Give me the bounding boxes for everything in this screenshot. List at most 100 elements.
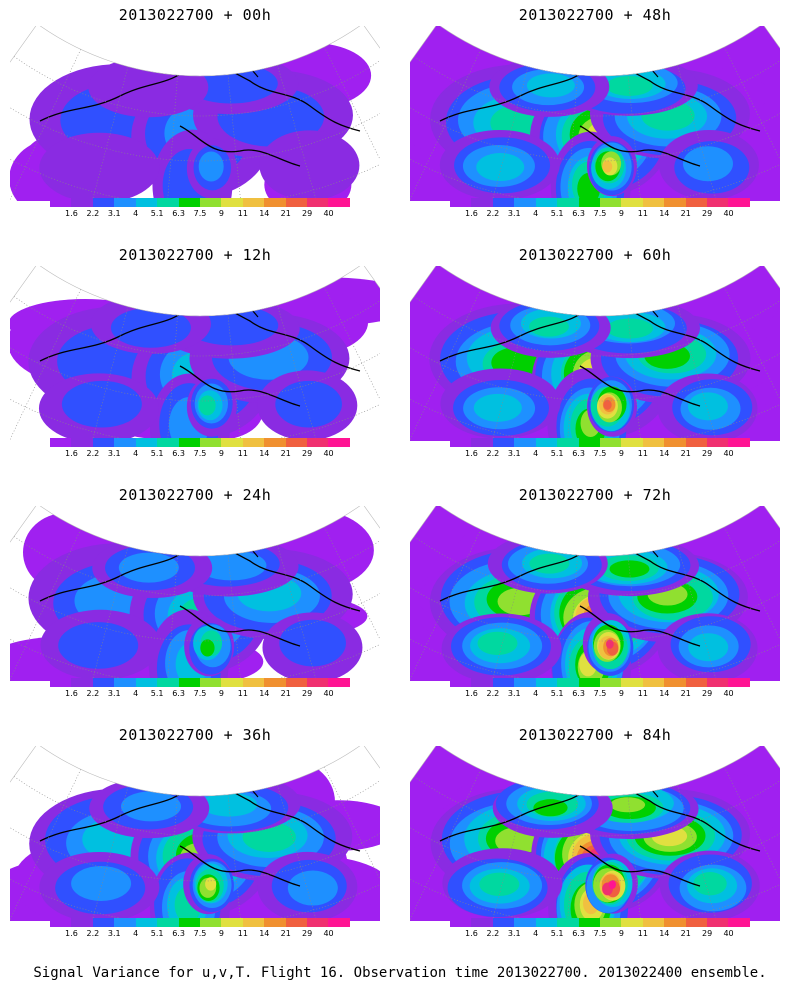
variance-contour [88,57,209,118]
colorbar-label: 1.6 [65,689,78,698]
colorbar-label: 21 [680,929,691,938]
colorbar-swatch [285,918,308,927]
colorbar: 1.6 2.2 3.1 4 5.1 6.3 7.5 9 11 14 21 29 40 [50,918,350,948]
variance-map [410,506,780,681]
field-layer [410,266,780,441]
colorbar-label: 29 [702,929,713,938]
colorbar-label: 7.5 [193,689,207,698]
variance-contour [610,797,646,813]
colorbar: 1.6 2.2 3.1 4 5.1 6.3 7.5 9 11 14 21 29 40 [50,198,350,228]
variance-contour [533,799,568,817]
colorbar-swatch [578,918,600,927]
colorbar-label: 1.6 [465,929,478,938]
colorbar-label: 4 [133,209,139,218]
colorbar-swatch [242,678,265,687]
panel-title: 2013022700 + 00h [118,6,272,24]
colorbar-label: 29 [702,449,713,458]
variance-contour [259,130,360,201]
forecast-panel: 2013022700 + 24h 1.6 2.2 3.1 4 5.1 6.3 7.5 9 11 14… [0,480,390,718]
colorbar-label: 6.3 [172,449,185,458]
colorbar-label: 40 [723,209,734,218]
latitude-line [10,812,380,882]
variance-contour [608,880,617,889]
colorbar-swatch [535,918,558,927]
colorbar-swatch [728,678,750,687]
colorbar-label: 5.1 [550,689,564,698]
colorbar-swatch [285,198,308,207]
colorbar-swatch [135,438,158,447]
colorbar-swatch [621,918,643,927]
colorbar-label: 6.3 [172,929,185,938]
variance-contour [473,393,522,422]
colorbar: 1.6 2.2 3.1 4 5.1 6.3 7.5 9 11 14 21 29 40 [450,918,750,948]
colorbar-swatch [221,438,243,447]
colorbar-swatch [114,438,136,447]
field-layer [10,746,380,921]
panel-title: 2013022700 + 24h [118,486,272,504]
colorbar-label: 3.1 [107,689,121,698]
forecast-panel: 2013022700 + 12h 1.6 2.2 3.1 4 5.1 6.3 7.5 9 11 14… [0,240,390,478]
variance-contour [479,872,520,896]
colorbar-swatch [557,678,579,687]
colorbar-swatch [242,438,265,447]
variance-contour [606,639,614,649]
colorbar-swatch [707,918,729,927]
colorbar-swatch [221,198,243,207]
field-layer [410,746,780,921]
colorbar-swatch [599,438,622,447]
variance-contour [118,552,179,583]
variance-contour [39,132,160,201]
colorbar-label: 11 [637,689,648,698]
variance-contour [200,639,215,657]
colorbar-swatch [707,678,729,687]
colorbar-swatch [514,438,536,447]
colorbar-swatch [92,678,115,687]
colorbar-swatch [264,198,286,207]
latitude-line [413,776,780,837]
colorbar-swatch [599,678,622,687]
colorbar-swatch [685,198,708,207]
map-border [10,506,380,557]
colorbar-swatch [221,918,243,927]
latitude-line [413,536,780,597]
colorbar-label: 9 [218,689,224,698]
map-border [410,266,780,317]
colorbar-swatch [728,438,750,447]
colorbar-label: 5.1 [150,929,164,938]
colorbar-swatch [664,678,686,687]
colorbar-label: 9 [618,209,624,218]
colorbar-label: 4 [533,449,539,458]
colorbar-label: 14 [659,689,670,698]
colorbar-swatch [535,678,558,687]
colorbar-label: 7.5 [593,209,607,218]
colorbar-label: 29 [302,929,313,938]
latitude-line [10,332,380,402]
colorbar-swatch [685,438,708,447]
colorbar-swatch [728,918,750,927]
forecast-panel: 2013022700 + 60h 1.6 2.2 3.1 4 5.1 6.3 7.5 9 11 14… [400,240,790,478]
colorbar: 1.6 2.2 3.1 4 5.1 6.3 7.5 9 11 14 21 29 40 [50,438,350,468]
latitude-line [10,92,380,162]
colorbar-label: 1.6 [465,689,478,698]
latitude-line [13,296,380,357]
colorbar-label: 21 [280,449,291,458]
colorbar-swatch [50,918,72,927]
colorbar-swatch [157,198,179,207]
colorbar-label: 1.6 [465,449,478,458]
variance-contour [196,550,267,581]
colorbar-swatch [664,438,686,447]
colorbar-swatch [328,438,350,447]
colorbar-swatch [264,678,286,687]
colorbar-label: 40 [323,929,334,938]
forecast-panel: 2013022700 + 84h 1.6 2.2 3.1 4 5.1 6.3 7.5 9 11 14… [400,720,790,958]
colorbar-label: 9 [618,929,624,938]
colorbar-swatch [114,918,136,927]
variance-contour [477,631,518,656]
colorbar-swatch [450,918,472,927]
colorbar: 1.6 2.2 3.1 4 5.1 6.3 7.5 9 11 14 21 29 40 [450,438,750,468]
colorbar-label: 29 [302,449,313,458]
colorbar-label: 2.2 [86,209,100,218]
colorbar-label: 5.1 [550,209,564,218]
colorbar-swatch [178,438,200,447]
colorbar-label: 6.3 [572,449,585,458]
